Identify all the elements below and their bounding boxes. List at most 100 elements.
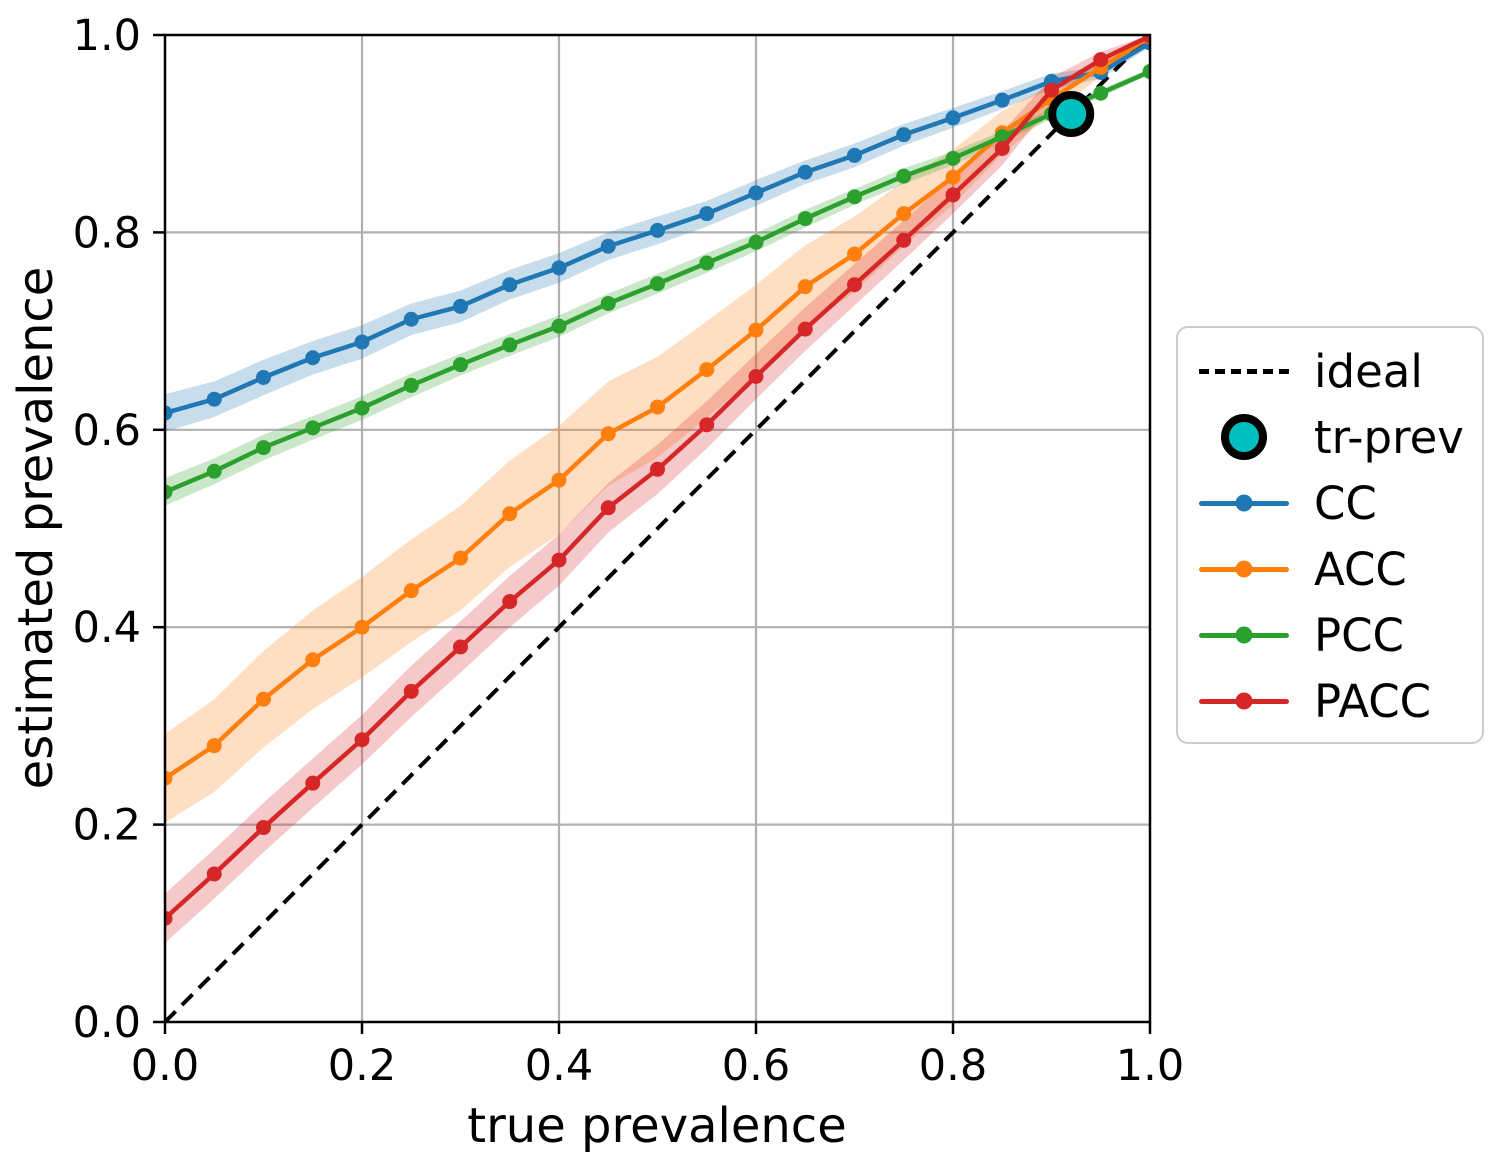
band-pacc [165,35,1150,944]
series-marker-pacc [206,866,222,882]
series-marker-pacc [354,732,370,748]
y-tick-label: 0.6 [73,406,141,456]
series-marker-cc [600,238,616,254]
series-marker-pcc [600,295,616,311]
legend-label: PCC [1314,608,1404,662]
series-marker-pcc [699,255,715,271]
series-marker-pcc [502,337,518,353]
x-tick-label: 0.8 [919,1041,987,1091]
series-marker-pcc [896,168,912,184]
ideal-line [165,35,1150,1022]
series-marker-pcc [847,189,862,205]
y-tick-label: 0.0 [73,998,141,1048]
series-marker-cc [453,298,468,314]
series-marker-acc [165,770,173,786]
series-marker-cc [403,311,419,327]
series-marker-pcc [1142,64,1150,80]
series-marker-pcc [1093,85,1109,101]
legend-item-pcc: PCC [1192,602,1474,668]
y-tick-label: 0.2 [73,801,141,851]
series-marker-acc [896,206,912,222]
ticks [153,33,1152,1034]
series-marker-cc [797,164,813,180]
series-marker-acc [403,583,419,599]
tr-prev-marker [1048,90,1095,137]
series-marker-pacc [847,277,862,293]
x-tick-label: 0.4 [525,1041,593,1091]
x-tick-label: 1.0 [1116,1041,1184,1091]
y-tick-label: 0.4 [73,603,141,653]
x-tick-label: 0.2 [328,1041,396,1091]
series-marker-acc [502,506,518,522]
series-marker-pacc [403,683,419,699]
y-tick-label: 0.8 [73,208,141,258]
series-marker-cc [305,350,321,366]
ideal-dashed-line-icon [1199,368,1289,374]
series-marker-pacc [797,321,813,337]
series-marker-pacc [1093,52,1109,68]
series-marker-pcc [650,276,665,292]
legend-item-ideal: ideal [1192,338,1474,404]
legend-label: ACC [1314,542,1407,596]
series-marker-pcc [165,484,173,500]
series-marker-acc [748,322,764,338]
x-axis-label: true prevalence [467,1098,846,1154]
series-marker-acc [600,426,616,442]
legend: ideal tr-prev CC ACC PCC PACC [1176,326,1484,744]
legend-item-pacc: PACC [1192,668,1474,734]
series-marker-pacc [256,820,271,836]
legend-label: CC [1314,476,1377,530]
series-marker-acc [797,279,813,295]
series-marker-pacc [994,141,1010,157]
series-marker-pacc [453,639,468,655]
series-marker-pcc [305,420,321,436]
series-marker-cc [847,147,862,163]
series-marker-pacc [650,461,665,477]
series-marker-cc [650,222,665,238]
y-tick-label: 1.0 [73,11,141,61]
series-marker-cc [551,260,567,276]
legend-item-tr-prev: tr-prev [1192,404,1474,470]
legend-label: tr-prev [1314,410,1464,464]
series-marker-cc [896,127,912,143]
series-marker-pacc [1142,35,1150,44]
series-marker-acc [256,691,271,707]
series-marker-pcc [403,377,419,393]
legend-label: PACC [1314,674,1432,728]
series-marker-acc [699,362,715,378]
confidence-bands [165,35,1150,944]
series-marker-pacc [305,775,321,791]
legend-item-acc: ACC [1192,536,1474,602]
series-marker-acc [354,619,370,635]
series-marker-cc [945,110,961,126]
series-marker-acc [206,738,222,754]
series-line-icon [1199,559,1289,579]
series-pcc [165,64,1150,500]
series-marker-pacc [896,232,912,248]
series-marker-pacc [165,910,173,926]
series-marker-pacc [748,369,764,385]
series-marker-cc [206,391,222,407]
x-tick-label: 0.0 [131,1041,199,1091]
series-marker-pcc [797,211,813,227]
series-marker-acc [551,472,567,488]
series-marker-pcc [354,400,370,416]
series-marker-acc [453,550,468,566]
series-marker-cc [165,405,173,421]
series-marker-pcc [748,234,764,250]
series-marker-pacc [502,594,518,610]
series-marker-pacc [551,552,567,568]
series-marker-pacc [1044,82,1059,98]
series-marker-cc [256,369,271,385]
x-tick-label: 0.6 [722,1041,790,1091]
series-marker-pcc [256,440,271,456]
series-marker-pcc [206,463,222,479]
series-marker-acc [945,169,961,185]
series-marker-cc [354,334,370,350]
series-marker-pacc [600,500,616,516]
tr-prev-circle-icon [1221,414,1267,460]
series-marker-pcc [453,357,468,373]
legend-label: ideal [1314,344,1423,398]
